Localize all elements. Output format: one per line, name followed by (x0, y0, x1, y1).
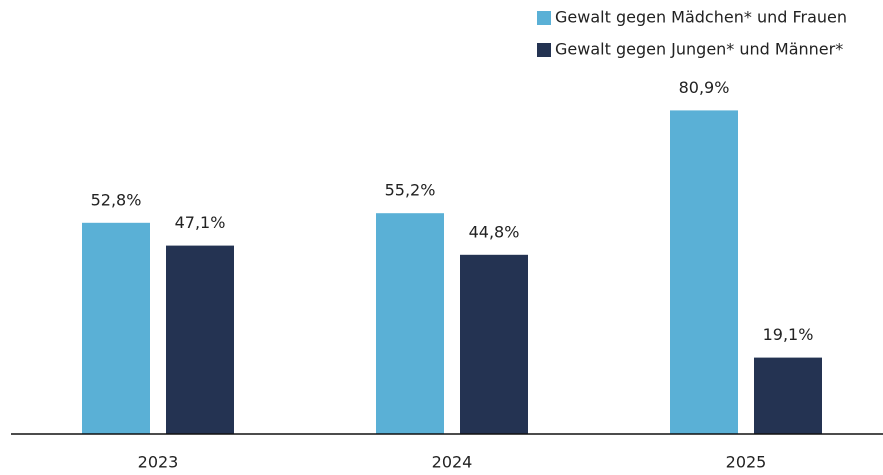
bar (82, 222, 150, 434)
legend-label: Gewalt gegen Mädchen* und Frauen (555, 8, 847, 27)
legend-swatch (537, 43, 551, 57)
value-label: 44,8% (469, 222, 520, 241)
value-label: 80,9% (679, 78, 730, 97)
legend-swatch (537, 11, 551, 25)
x-tick-label: 2023 (138, 453, 179, 472)
value-label: 55,2% (385, 181, 436, 200)
bar (166, 245, 234, 434)
bar (376, 213, 444, 434)
x-tick-label: 2024 (432, 453, 473, 472)
bar (460, 254, 528, 434)
bar (670, 110, 738, 435)
value-label: 19,1% (763, 325, 814, 344)
bar (754, 357, 822, 434)
x-tick-label: 2025 (726, 453, 767, 472)
value-label: 52,8% (91, 190, 142, 209)
value-label: 47,1% (175, 213, 226, 232)
legend-label: Gewalt gegen Jungen* und Männer* (555, 40, 843, 59)
